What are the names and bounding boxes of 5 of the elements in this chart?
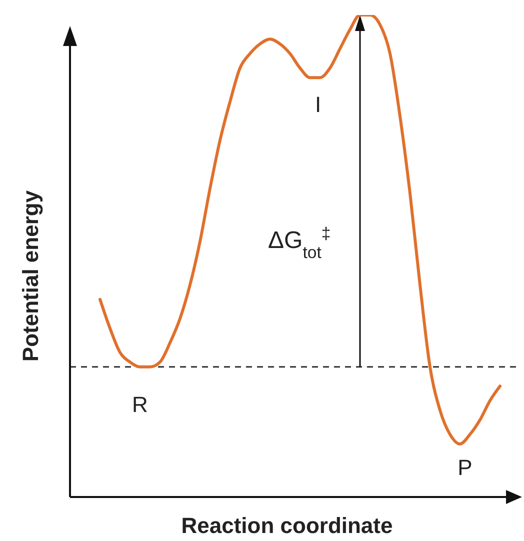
y-axis-title: Potential energy	[18, 190, 43, 362]
x-axis-title: Reaction coordinate	[181, 513, 393, 538]
annotation: R	[132, 392, 148, 417]
annotation: P	[458, 455, 472, 480]
annotation: I	[314, 92, 322, 117]
